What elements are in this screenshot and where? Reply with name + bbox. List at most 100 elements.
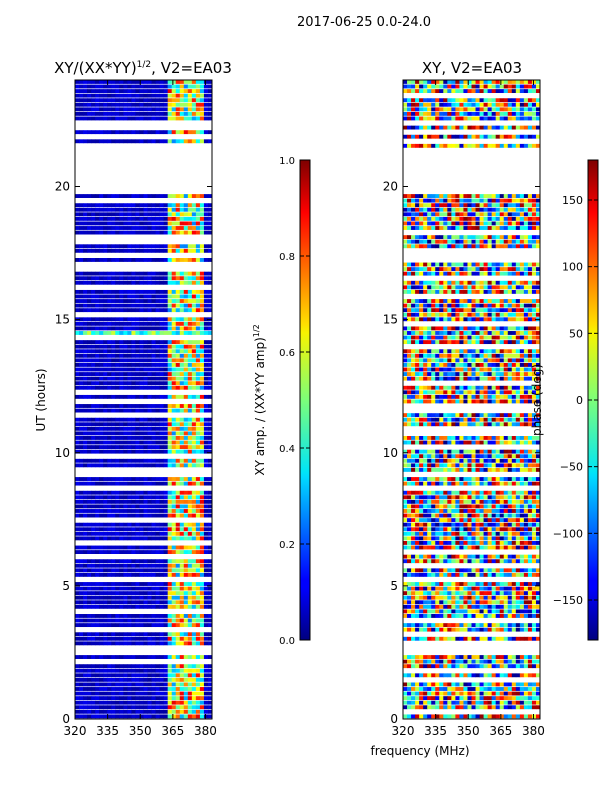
heatmap-cell: [99, 504, 104, 509]
heatmap-cell: [207, 700, 213, 705]
heatmap-cell: [115, 522, 120, 527]
heatmap-cell: [491, 207, 497, 212]
heatmap-cell: [443, 376, 448, 381]
heatmap-cell: [159, 591, 165, 596]
heatmap-cell: [507, 372, 513, 376]
heatmap-cell: [119, 408, 124, 413]
heatmap-cell: [75, 691, 80, 696]
heatmap-cell: [111, 687, 116, 691]
heatmap-cell: [439, 89, 444, 94]
heatmap-cell: [507, 80, 513, 84]
heatmap-cell: [475, 212, 480, 217]
heatmap-cell: [147, 655, 152, 659]
heatmap-cell: [75, 700, 80, 705]
heatmap-cell: [187, 623, 193, 628]
heatmap-cell: [87, 404, 92, 408]
heatmap-cell: [495, 111, 501, 116]
heatmap-cell: [139, 522, 144, 527]
heatmap-cell: [511, 317, 517, 322]
heatmap-cell: [139, 714, 144, 719]
heatmap-cell: [91, 700, 96, 705]
heatmap-cell: [123, 595, 128, 600]
heatmap-cell: [87, 463, 92, 468]
heatmap-cell: [135, 623, 140, 628]
heatmap-cell: [83, 687, 88, 691]
heatmap-cell: [87, 477, 92, 481]
heatmap-cell: [503, 289, 509, 294]
heatmap-cell: [103, 89, 108, 94]
heatmap-cell: [207, 563, 213, 568]
heatmap-cell: [195, 340, 201, 345]
heatmap-cell: [95, 513, 100, 518]
heatmap-cell: [95, 203, 100, 208]
heatmap-cell: [79, 102, 84, 107]
heatmap-cell: [143, 367, 148, 372]
heatmap-cell: [159, 445, 165, 450]
heatmap-cell: [187, 477, 193, 481]
heatmap-cell: [495, 203, 501, 208]
heatmap-cell: [503, 353, 509, 358]
heatmap-cell: [167, 623, 173, 628]
heatmap-cell: [95, 586, 100, 591]
heatmap-cell: [139, 321, 144, 326]
heatmap-cell: [175, 445, 181, 450]
heatmap-cell: [487, 226, 493, 230]
heatmap-cell: [523, 111, 529, 116]
heatmap-cell: [531, 80, 537, 84]
heatmap-cell: [103, 682, 108, 687]
heatmap-cell: [119, 572, 124, 577]
heatmap-cell: [175, 522, 181, 527]
heatmap-cell: [423, 80, 428, 84]
heatmap-cell: [195, 655, 201, 659]
heatmap-cell: [451, 267, 456, 272]
heatmap-cell: [519, 84, 525, 89]
heatmap-cell: [535, 244, 541, 249]
heatmap-cell: [535, 312, 541, 317]
heatmap-cell: [187, 714, 193, 719]
heatmap-cell: [175, 664, 181, 669]
heatmap-cell: [107, 84, 112, 89]
heatmap-cell: [159, 331, 165, 335]
heatmap-cell: [507, 194, 513, 198]
heatmap-cell: [451, 221, 456, 226]
heatmap-cell: [151, 499, 156, 504]
heatmap-cell: [139, 102, 144, 107]
heatmap-cell: [131, 700, 136, 705]
heatmap-cell: [87, 618, 92, 623]
heatmap-cell: [131, 303, 136, 308]
heatmap-cell: [423, 125, 428, 130]
heatmap-cell: [207, 463, 213, 468]
heatmap-cell: [183, 116, 189, 121]
heatmap-cell: [187, 668, 193, 673]
heatmap-cell: [463, 198, 468, 203]
heatmap-cell: [455, 111, 460, 116]
heatmap-cell: [107, 362, 112, 367]
heatmap-cell: [467, 84, 472, 89]
heatmap-cell: [527, 280, 533, 285]
heatmap-cell: [107, 408, 112, 413]
heatmap-cell: [199, 308, 205, 313]
heatmap-cell: [151, 385, 156, 390]
heatmap-cell: [79, 696, 84, 701]
heatmap-cell: [191, 682, 197, 687]
heatmap-cell: [511, 262, 517, 267]
heatmap-cell: [415, 280, 420, 285]
heatmap-cell: [143, 591, 148, 596]
heatmap-cell: [199, 536, 205, 541]
heatmap-cell: [403, 125, 408, 130]
heatmap-cell: [471, 317, 476, 322]
heatmap-cell: [451, 198, 456, 203]
heatmap-cell: [199, 463, 205, 468]
heatmap-cell: [103, 394, 108, 399]
heatmap-cell: [203, 340, 209, 345]
heatmap-cell: [99, 696, 104, 701]
heatmap-cell: [191, 440, 197, 445]
heatmap-cell: [207, 691, 213, 696]
heatmap-cell: [203, 394, 209, 399]
heatmap-cell: [191, 203, 197, 208]
heatmap-cell: [151, 303, 156, 308]
heatmap-cell: [163, 700, 169, 705]
heatmap-cell: [495, 216, 501, 221]
heatmap-cell: [171, 111, 177, 116]
heatmap-cell: [207, 709, 213, 714]
